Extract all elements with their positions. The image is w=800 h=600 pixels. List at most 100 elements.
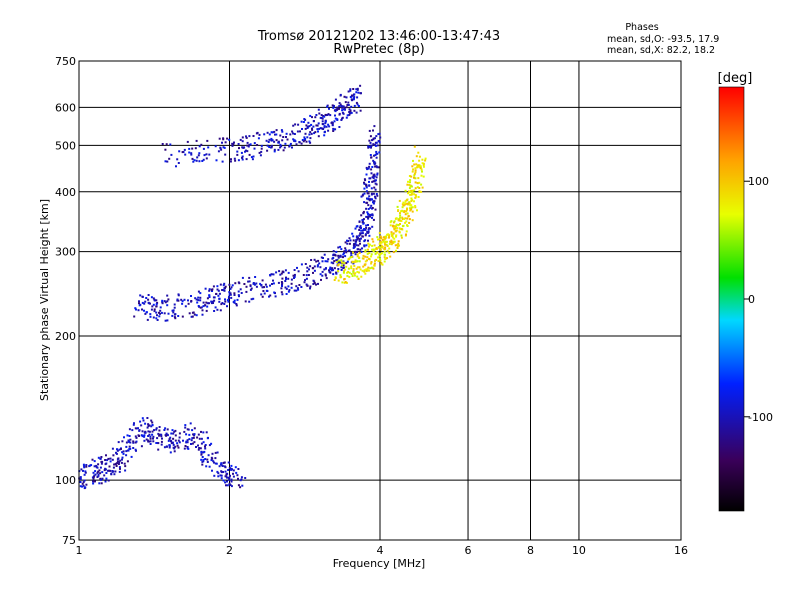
data-point-s2-6-34	[421, 158, 424, 161]
data-point-s1-5-5	[353, 109, 356, 112]
data-point-s2-1-52	[362, 265, 365, 268]
data-point-s3-2-45	[134, 435, 137, 438]
data-point-s3-3-47	[151, 433, 154, 436]
data-point-s1-0-40	[202, 147, 205, 150]
data-point-s1-0-36	[200, 143, 203, 146]
data-point-s0-1-54	[197, 290, 200, 293]
data-point-s0-0-58	[155, 305, 158, 308]
data-point-s1-3-49	[308, 140, 311, 143]
data-point-s0-3-3	[259, 282, 262, 285]
data-point-s2-4-27	[392, 221, 395, 224]
data-point-s1-2-51	[284, 142, 287, 145]
data-point-s3-4-7	[177, 446, 180, 449]
data-point-s3-0-19	[90, 464, 93, 467]
data-point-s0-3-58	[237, 290, 240, 293]
data-point-s2-4-44	[395, 217, 398, 220]
data-point-s0-7-11	[360, 250, 363, 253]
data-point-s1-5-36	[355, 88, 358, 91]
data-point-s1-2-26	[281, 139, 284, 142]
data-point-s0-1-50	[199, 299, 202, 302]
data-point-s3-5-18	[207, 454, 210, 457]
data-point-s0-0-35	[144, 312, 147, 315]
data-point-s0-6-22	[340, 268, 343, 271]
data-point-s0-8-49	[367, 212, 369, 215]
data-point-s0-9-28	[370, 168, 373, 171]
data-point-s0-4-29	[306, 266, 309, 269]
data-point-s0-7-29	[360, 227, 362, 229]
data-point-s2-4-0	[397, 240, 400, 243]
data-point-s0-4-37	[277, 281, 280, 284]
data-point-s0-1-26	[197, 296, 200, 299]
data-point-s2-4-22	[405, 230, 408, 233]
data-point-s2-6-29	[410, 193, 413, 196]
data-point-s2-1-29	[377, 260, 380, 263]
data-point-s0-7-17	[352, 239, 355, 242]
data-point-s0-7-31	[344, 249, 347, 252]
data-point-s0-9-51	[368, 199, 371, 202]
data-point-s3-5-46	[192, 436, 195, 439]
data-point-s1-4-22	[332, 130, 335, 132]
data-point-s2-2-7	[383, 250, 386, 253]
data-point-s1-5-56	[351, 94, 353, 97]
data-point-s1-4-17	[338, 102, 341, 105]
data-point-s3-6-19	[219, 463, 222, 466]
data-point-s0-6-30	[338, 255, 341, 258]
data-point-s2-2-43	[381, 263, 384, 266]
data-point-s2-5-47	[411, 210, 414, 213]
data-point-s0-4-40	[293, 275, 296, 278]
data-point-s0-3-27	[237, 294, 240, 297]
data-point-s2-4-24	[400, 227, 403, 230]
data-point-s0-10-42	[367, 167, 370, 170]
data-point-s0-7-58	[361, 232, 364, 235]
data-point-s0-5-13	[313, 265, 316, 268]
data-point-s2-4-14	[399, 228, 402, 230]
data-point-s3-0-50	[91, 458, 94, 461]
data-point-s3-4-46	[170, 442, 173, 445]
data-point-s1-2-38	[293, 139, 296, 142]
data-point-s1-5-57	[357, 105, 360, 107]
data-point-s1-1-58	[252, 135, 255, 137]
data-point-s0-6-41	[348, 249, 351, 252]
data-point-s3-4-49	[178, 436, 181, 439]
data-point-s0-7-43	[352, 235, 355, 238]
data-point-s2-1-16	[358, 271, 360, 274]
data-point-s3-0-49	[98, 482, 101, 485]
data-point-s0-8-35	[368, 213, 371, 216]
data-point-s3-3-7	[160, 440, 163, 443]
data-point-s1-4-2	[326, 104, 329, 107]
colorbar-tick-label-1: 0	[748, 293, 755, 306]
data-point-s1-3-55	[314, 116, 317, 119]
data-point-s1-4-53	[335, 108, 338, 111]
data-point-s3-3-28	[157, 448, 160, 451]
data-point-s1-1-27	[257, 137, 260, 140]
data-point-s2-6-31	[410, 185, 413, 188]
data-point-s3-5-29	[200, 458, 203, 461]
data-point-s2-3-30	[382, 240, 385, 243]
data-point-s3-5-54	[197, 444, 199, 447]
data-point-s1-0-2	[206, 139, 209, 142]
data-point-s2-1-56	[354, 260, 357, 263]
data-point-s0-4-54	[271, 283, 273, 285]
data-point-s1-0-29	[190, 152, 193, 155]
data-point-s0-6-52	[344, 255, 347, 258]
data-point-s1-0-53	[208, 153, 211, 156]
data-point-s2-0-53	[342, 261, 345, 264]
data-point-s0-7-57	[358, 229, 361, 231]
data-point-s1-3-2	[318, 127, 321, 130]
data-point-s0-3-52	[240, 292, 243, 294]
data-point-s0-3-51	[254, 276, 257, 278]
data-point-s0-1-44	[181, 302, 184, 305]
x-tick-label-4: 8	[527, 544, 534, 557]
data-point-s1-0-0	[217, 150, 220, 153]
data-point-s1-1-33	[253, 147, 256, 150]
data-point-s0-4-50	[302, 274, 305, 276]
data-point-s0-0-38	[149, 315, 152, 318]
data-point-s0-5-40	[310, 259, 313, 261]
data-point-s3-1-54	[116, 448, 118, 451]
data-point-s3-3-14	[156, 437, 159, 440]
data-point-s0-5-22	[313, 282, 316, 285]
data-point-s0-1-57	[199, 296, 202, 299]
data-point-s0-3-0	[250, 287, 253, 290]
data-point-s2-3-47	[385, 236, 388, 239]
data-point-s0-3-47	[245, 285, 248, 288]
